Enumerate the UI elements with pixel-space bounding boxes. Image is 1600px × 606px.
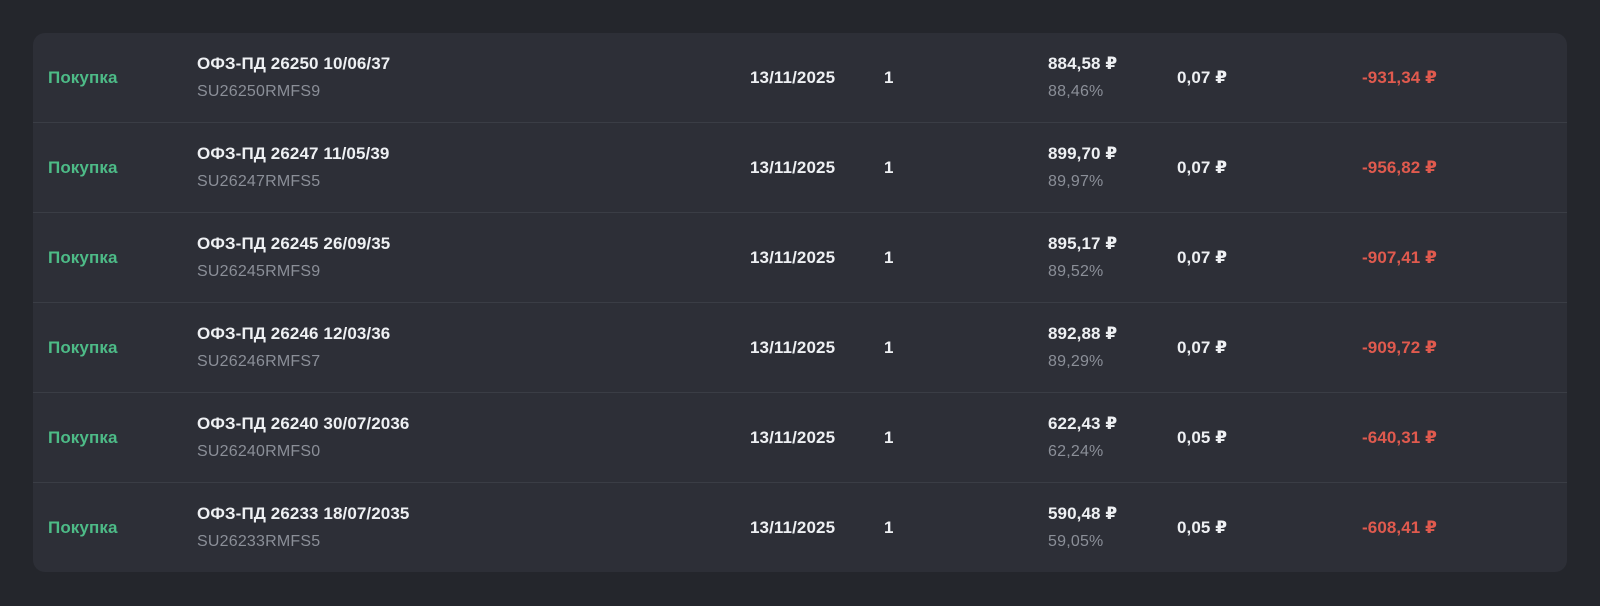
trade-side-label: Покупка: [48, 337, 118, 357]
bond-cell: ОФЗ-ПД 26246 12/03/36 SU26246RMFS7: [197, 324, 750, 371]
trade-fee: 0,07 ₽: [1177, 247, 1228, 267]
trade-total: -931,34 ₽: [1362, 67, 1438, 87]
trade-price: 899,70 ₽: [1048, 144, 1118, 164]
trade-quantity: 1: [884, 157, 894, 177]
trade-quantity: 1: [884, 67, 894, 87]
trade-row[interactable]: Покупка ОФЗ-ПД 26240 30/07/2036 SU26240R…: [33, 392, 1567, 482]
bond-cell: ОФЗ-ПД 26245 26/09/35 SU26245RMFS9: [197, 234, 750, 281]
bond-cell: ОФЗ-ПД 26233 18/07/2035 SU26233RMFS5: [197, 504, 750, 551]
price-cell: 895,17 ₽ 89,52%: [1048, 234, 1177, 281]
trade-row[interactable]: Покупка ОФЗ-ПД 26247 11/05/39 SU26247RMF…: [33, 122, 1567, 212]
trade-fee: 0,05 ₽: [1177, 427, 1228, 447]
trade-price-percent: 88,46%: [1048, 82, 1104, 100]
trade-row[interactable]: Покупка ОФЗ-ПД 26246 12/03/36 SU26246RMF…: [33, 302, 1567, 392]
bond-cell: ОФЗ-ПД 26240 30/07/2036 SU26240RMFS0: [197, 414, 750, 461]
bond-cell: ОФЗ-ПД 26247 11/05/39 SU26247RMFS5: [197, 144, 750, 191]
trade-price: 622,43 ₽: [1048, 414, 1118, 434]
trade-quantity: 1: [884, 247, 894, 267]
bond-name: ОФЗ-ПД 26245 26/09/35: [197, 234, 391, 254]
bond-name: ОФЗ-ПД 26247 11/05/39: [197, 144, 390, 164]
price-cell: 884,58 ₽ 88,46%: [1048, 54, 1177, 101]
trade-fee: 0,05 ₽: [1177, 517, 1228, 537]
trade-date: 13/11/2025: [750, 517, 836, 537]
trade-side-label: Покупка: [48, 247, 118, 267]
trade-price: 895,17 ₽: [1048, 234, 1118, 254]
bond-ticker: SU26233RMFS5: [197, 532, 321, 550]
trade-price-percent: 59,05%: [1048, 532, 1104, 550]
trade-quantity: 1: [884, 517, 894, 537]
bond-name: ОФЗ-ПД 26250 10/06/37: [197, 54, 391, 74]
trade-price: 884,58 ₽: [1048, 54, 1118, 74]
trade-price: 892,88 ₽: [1048, 324, 1118, 344]
trades-card: Покупка ОФЗ-ПД 26250 10/06/37 SU26250RMF…: [33, 33, 1567, 572]
trade-fee: 0,07 ₽: [1177, 337, 1228, 357]
trade-price: 590,48 ₽: [1048, 504, 1118, 524]
trade-row[interactable]: Покупка ОФЗ-ПД 26250 10/06/37 SU26250RMF…: [33, 33, 1567, 122]
trade-total: -909,72 ₽: [1362, 337, 1438, 357]
trade-row[interactable]: Покупка ОФЗ-ПД 26245 26/09/35 SU26245RMF…: [33, 212, 1567, 302]
price-cell: 899,70 ₽ 89,97%: [1048, 144, 1177, 191]
trade-row[interactable]: Покупка ОФЗ-ПД 26233 18/07/2035 SU26233R…: [33, 482, 1567, 572]
bond-ticker: SU26247RMFS5: [197, 172, 321, 190]
trade-fee: 0,07 ₽: [1177, 157, 1228, 177]
bond-ticker: SU26240RMFS0: [197, 442, 321, 460]
trade-total: -608,41 ₽: [1362, 517, 1438, 537]
trade-date: 13/11/2025: [750, 67, 836, 87]
trade-price-percent: 62,24%: [1048, 442, 1104, 460]
bond-name: ОФЗ-ПД 26246 12/03/36: [197, 324, 391, 344]
trade-price-percent: 89,97%: [1048, 172, 1104, 190]
trade-date: 13/11/2025: [750, 337, 836, 357]
trade-date: 13/11/2025: [750, 427, 836, 447]
bond-ticker: SU26250RMFS9: [197, 82, 321, 100]
bond-ticker: SU26245RMFS9: [197, 262, 321, 280]
price-cell: 622,43 ₽ 62,24%: [1048, 414, 1177, 461]
trade-quantity: 1: [884, 337, 894, 357]
price-cell: 892,88 ₽ 89,29%: [1048, 324, 1177, 371]
trade-date: 13/11/2025: [750, 157, 836, 177]
bond-ticker: SU26246RMFS7: [197, 352, 321, 370]
trade-date: 13/11/2025: [750, 247, 836, 267]
bond-name: ОФЗ-ПД 26240 30/07/2036: [197, 414, 410, 434]
trade-price-percent: 89,29%: [1048, 352, 1104, 370]
trade-price-percent: 89,52%: [1048, 262, 1104, 280]
trade-quantity: 1: [884, 427, 894, 447]
trade-side-label: Покупка: [48, 427, 118, 447]
trade-side-label: Покупка: [48, 157, 118, 177]
price-cell: 590,48 ₽ 59,05%: [1048, 504, 1177, 551]
bond-cell: ОФЗ-ПД 26250 10/06/37 SU26250RMFS9: [197, 54, 750, 101]
trade-side-label: Покупка: [48, 517, 118, 537]
bond-name: ОФЗ-ПД 26233 18/07/2035: [197, 504, 410, 524]
trade-total: -640,31 ₽: [1362, 427, 1438, 447]
trade-fee: 0,07 ₽: [1177, 67, 1228, 87]
trade-total: -956,82 ₽: [1362, 157, 1438, 177]
trade-total: -907,41 ₽: [1362, 247, 1438, 267]
trade-side-label: Покупка: [48, 67, 118, 87]
